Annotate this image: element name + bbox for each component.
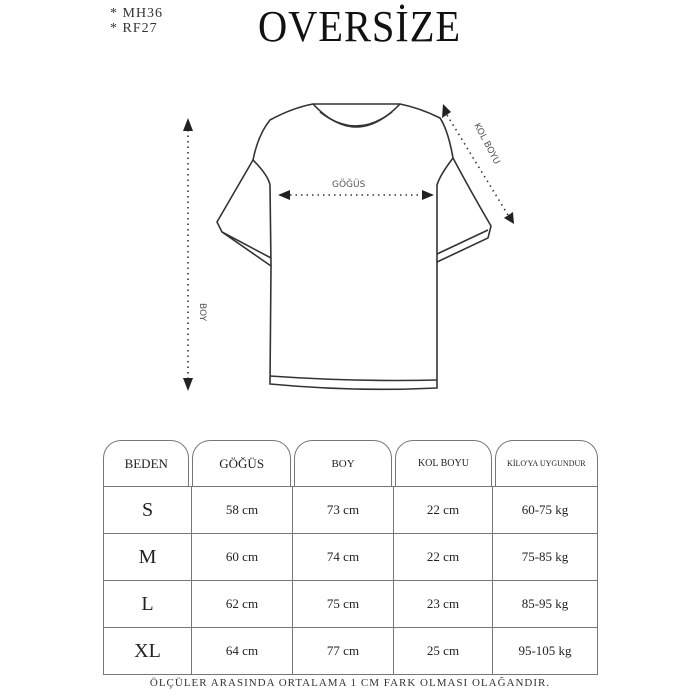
table-row: XL 64 cm 77 cm 25 cm 95-105 kg [103, 628, 598, 675]
value-cell: 75 cm [292, 581, 393, 627]
footer-note: ÖLÇÜLER ARASINDA ORTALAMA 1 CM FARK OLMA… [149, 677, 551, 689]
value-cell: 77 cm [292, 628, 393, 674]
value-cell: 85-95 kg [492, 581, 598, 627]
arrow-down-icon [183, 378, 193, 391]
size-cell: L [103, 581, 191, 627]
value-cell: 64 cm [191, 628, 292, 674]
value-cell: 75-85 kg [492, 534, 598, 580]
value-cell: 73 cm [292, 487, 393, 533]
page-title: OVERSİZE [258, 2, 462, 51]
value-cell: 23 cm [393, 581, 492, 627]
chest-label: GÖĞÜS [332, 178, 366, 190]
size-cell: M [103, 534, 191, 580]
value-cell: 22 cm [393, 534, 492, 580]
tshirt-diagram: GÖĞÜS KOL BOYU BOY [183, 103, 514, 391]
arrow-down-right-icon [504, 212, 514, 224]
sleeve-label: KOL BOYU [471, 122, 501, 166]
value-cell: 60 cm [191, 534, 292, 580]
size-cell: S [103, 487, 191, 533]
arrow-right-icon [422, 190, 434, 200]
size-table: BEDEN GÖĞÜS BOY KOL BOYU KİLO'YA UYGUNDU… [103, 440, 599, 675]
value-cell: 74 cm [292, 534, 393, 580]
header-kilo: KİLO'YA UYGUNDUR [494, 440, 599, 486]
value-cell: 62 cm [191, 581, 292, 627]
value-cell: 22 cm [393, 487, 492, 533]
arrow-up-left-icon [442, 104, 451, 118]
value-cell: 58 cm [191, 487, 292, 533]
product-code: * MH36 [110, 6, 164, 21]
header-boy: BOY [293, 440, 393, 486]
arrow-up-icon [183, 118, 193, 131]
value-cell: 95-105 kg [492, 628, 598, 674]
arrow-left-icon [278, 190, 290, 200]
header-kol-boyu: KOL BOYU [395, 440, 492, 486]
value-cell: 60-75 kg [492, 487, 598, 533]
size-cell: XL [103, 628, 191, 674]
product-codes: * MH36 * RF27 [110, 6, 163, 36]
length-label: BOY [197, 303, 207, 322]
value-cell: 25 cm [393, 628, 492, 674]
table-row: S 58 cm 73 cm 22 cm 60-75 kg [103, 487, 598, 534]
header-gogus: GÖĞÜS [192, 440, 291, 486]
table-row: L 62 cm 75 cm 23 cm 85-95 kg [103, 581, 598, 628]
header-beden: BEDEN [103, 440, 190, 486]
table-header: BEDEN GÖĞÜS BOY KOL BOYU KİLO'YA UYGUNDU… [103, 440, 599, 487]
product-code: * RF27 [110, 21, 158, 36]
tshirt-outline [216, 103, 492, 391]
table-row: M 60 cm 74 cm 22 cm 75-85 kg [103, 534, 598, 581]
